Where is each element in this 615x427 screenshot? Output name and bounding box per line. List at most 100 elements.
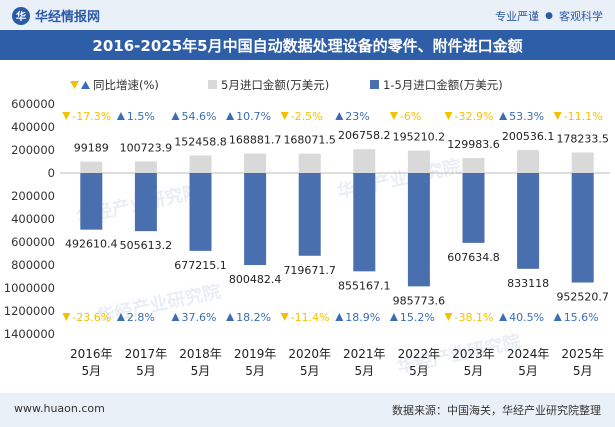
up-triangle-icon (171, 112, 180, 120)
bar-cumulative-label: 800482.4 (229, 273, 282, 286)
y-tick-label: 400000 (11, 120, 55, 134)
bar-may (353, 149, 376, 173)
bar-may (407, 150, 430, 173)
bar-cumulative (407, 173, 430, 287)
data-source: 数据来源：中国海关，华经产业研究院整理 (392, 404, 601, 417)
bar-cumulative-label: 952520.7 (556, 291, 609, 304)
growth-cumulative-label: 15.2% (400, 311, 435, 324)
x-tick-label-year: 2017年 (125, 347, 168, 361)
down-triangle-icon (444, 112, 453, 120)
growth-may-label: 10.7% (236, 110, 271, 123)
brand-logo: 华 华经情报网 (12, 6, 100, 25)
up-triangle-icon (335, 112, 344, 120)
bar-cumulative-label: 505613.2 (120, 239, 173, 252)
x-tick-label-year: 2019年 (234, 347, 277, 361)
bar-cumulative (134, 173, 157, 232)
website-link[interactable]: www.huaon.com (14, 402, 105, 415)
y-tick-label: 1200000 (4, 304, 55, 318)
y-tick-label: 1000000 (4, 281, 55, 295)
bar-cumulative (298, 173, 321, 256)
up-triangle-icon (226, 112, 235, 120)
x-tick-label-month: 5月 (573, 364, 593, 378)
bar-may-label: 168881.7 (229, 134, 282, 147)
x-tick-label-year: 2024年 (507, 347, 550, 361)
bar-may-label: 129983.6 (447, 138, 500, 151)
growth-may-label: -32.9% (455, 110, 494, 123)
up-triangle-icon (335, 313, 344, 321)
bar-may (571, 152, 594, 173)
down-triangle-icon (62, 313, 71, 321)
legend-label-may: 5月进口金额(万美元) (221, 78, 329, 92)
legend-light-square-icon (208, 80, 217, 89)
x-tick-label-month: 5月 (136, 364, 156, 378)
tagline-left: 专业严谨 (495, 10, 540, 23)
bar-may-label: 195210.2 (393, 131, 446, 144)
growth-may-label: 53.3% (509, 110, 544, 123)
x-tick-label-year: 2016年 (70, 347, 113, 361)
growth-may-label: -6% (400, 110, 421, 123)
growth-cumulative-label: 18.9% (345, 311, 380, 324)
growth-cumulative-label: -11.4% (291, 311, 330, 324)
bar-may (80, 161, 103, 173)
y-tick-label: 800000 (11, 258, 55, 272)
bar-cumulative-label: 985773.6 (393, 294, 446, 307)
legend-label-cumulative: 1-5月进口金额(万美元) (383, 78, 503, 92)
bar-cumulative (189, 173, 212, 251)
x-tick-label-month: 5月 (409, 364, 429, 378)
up-triangle-icon (171, 313, 180, 321)
x-tick-label-month: 5月 (245, 364, 265, 378)
bar-cumulative (571, 173, 594, 283)
down-triangle-icon (444, 313, 453, 321)
y-tick-label: 200000 (11, 143, 55, 157)
bar-may-label: 152458.8 (174, 135, 227, 148)
bar-may (189, 155, 212, 173)
bar-may-label: 100723.9 (120, 141, 173, 154)
down-triangle-icon (553, 112, 562, 120)
bar-cumulative (462, 173, 485, 243)
growth-cumulative-label: 40.5% (509, 311, 544, 324)
bar-cumulative-label: 855167.1 (338, 279, 391, 292)
growth-may-label: -2.5% (291, 110, 323, 123)
up-triangle-icon (389, 313, 398, 321)
bullet-icon: ● (545, 11, 553, 21)
up-triangle-icon (499, 313, 508, 321)
x-tick-label-month: 5月 (81, 364, 101, 378)
growth-cumulative-label: -38.1% (455, 311, 494, 324)
growth-cumulative-label: 2.8% (127, 311, 155, 324)
up-triangle-icon (553, 313, 562, 321)
bar-may (244, 153, 267, 173)
logo-text: 华经情报网 (35, 10, 101, 25)
x-tick-label-year: 2021年 (343, 347, 386, 361)
y-tick-label: 600000 (11, 235, 55, 249)
bar-may-label: 200536.1 (502, 130, 555, 143)
y-tick-label: 1400000 (4, 327, 55, 341)
chart-title: 2016-2025年5月中国自动数据处理设备的零件、附件进口金额 (0, 30, 615, 60)
bar-may-label: 99189 (74, 142, 109, 155)
bar-cumulative (353, 173, 376, 272)
x-tick-label-month: 5月 (354, 364, 374, 378)
up-triangle-icon (226, 313, 235, 321)
bar-cumulative-label: 607634.8 (447, 251, 500, 264)
x-tick-label-year: 2025年 (561, 347, 604, 361)
top-banner: 华 华经情报网 专业严谨 ● 客观科学 (0, 0, 615, 30)
growth-cumulative-label: 18.2% (236, 311, 271, 324)
bar-may (298, 153, 321, 173)
y-tick-label: 400000 (11, 212, 55, 226)
x-tick-label-year: 2020年 (288, 347, 331, 361)
legend-down-triangle-icon (70, 81, 79, 89)
up-triangle-icon (116, 313, 125, 321)
y-tick-label: 600000 (11, 97, 55, 111)
x-tick-label-year: 2018年 (179, 347, 222, 361)
growth-may-label: 23% (345, 110, 369, 123)
legend-label-growth: 同比增速(%) (93, 78, 159, 92)
bar-cumulative-label: 677215.1 (174, 259, 227, 272)
x-tick-label-month: 5月 (464, 364, 484, 378)
up-triangle-icon (116, 112, 125, 120)
growth-may-label: -17.3% (72, 110, 111, 123)
x-tick-label-month: 5月 (300, 364, 320, 378)
tagline: 专业严谨 ● 客观科学 (495, 8, 603, 24)
growth-cumulative-label: 37.6% (182, 311, 217, 324)
bar-may (462, 158, 485, 173)
chart-area: 华经产业研究院华经产业研究院华经产业研究院华经产业研究院同比增速(%)5月进口金… (4, 78, 610, 378)
y-tick-label: 200000 (11, 189, 55, 203)
